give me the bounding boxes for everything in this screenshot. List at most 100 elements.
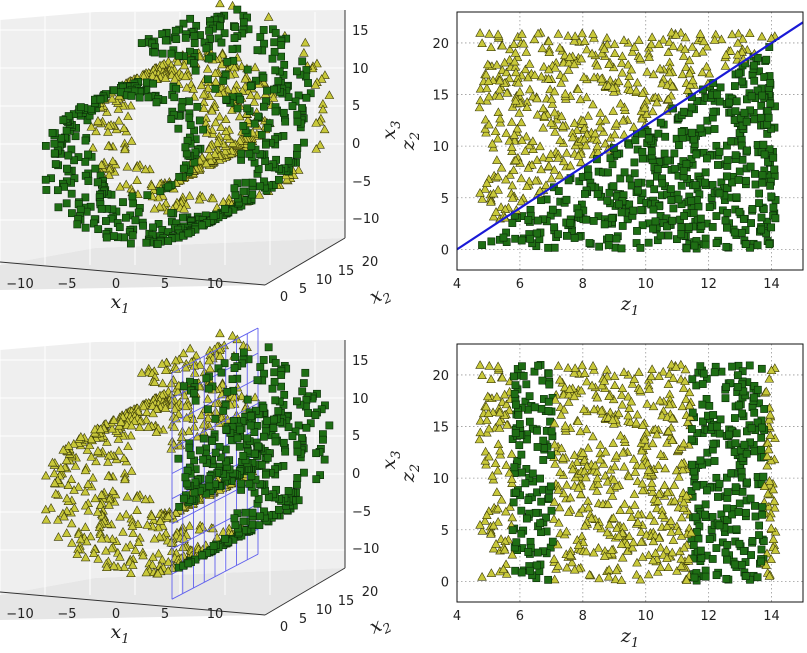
data-point-triangle (529, 70, 540, 79)
data-point-triangle (624, 71, 635, 81)
data-point-square (255, 521, 264, 530)
data-point-triangle (725, 46, 736, 55)
data-point-square (715, 521, 724, 530)
data-point-triangle (549, 165, 560, 174)
data-point-triangle (504, 54, 515, 64)
data-point-square (248, 520, 257, 529)
x2-tick-label: 10 (316, 603, 333, 618)
data-point-square (243, 104, 252, 113)
data-point-triangle (569, 118, 580, 127)
data-point-square (171, 26, 180, 35)
x2-tick-label: 0 (280, 620, 288, 635)
data-point-square (727, 469, 736, 478)
data-point-square (547, 427, 556, 436)
data-point-triangle (546, 94, 557, 103)
data-point-square (128, 192, 137, 201)
data-point-square (731, 414, 739, 422)
data-point-square (757, 225, 766, 234)
data-point-triangle (104, 170, 114, 179)
data-point-square (208, 437, 216, 445)
data-point-square (696, 214, 705, 223)
data-point-triangle (319, 124, 330, 134)
y-tick-label: 5 (441, 524, 449, 539)
data-point-square (605, 188, 614, 197)
data-point-square (738, 487, 747, 496)
data-point-square (293, 110, 302, 119)
data-point-square (235, 442, 244, 451)
data-point-square (241, 508, 250, 517)
data-point-triangle (523, 162, 534, 172)
data-point-triangle (720, 61, 731, 70)
x-tick-label: 8 (579, 277, 587, 292)
x2-tick-label: 5 (299, 282, 307, 297)
data-point-triangle (316, 74, 327, 83)
data-point-square (725, 430, 733, 439)
data-point-square (522, 380, 531, 389)
data-point-square (510, 389, 519, 398)
data-point-square (50, 139, 59, 148)
data-point-square (757, 364, 766, 373)
data-point-triangle (522, 181, 532, 191)
data-point-square (688, 408, 697, 417)
data-point-square (755, 199, 763, 207)
data-point-square (184, 559, 193, 568)
data-point-triangle (520, 64, 531, 74)
data-point-triangle (499, 57, 510, 67)
data-point-square (584, 171, 593, 180)
data-point-triangle (88, 142, 98, 152)
y-axis-label-text: z2 (397, 464, 423, 483)
data-point-square (658, 179, 667, 188)
x1-axis-label-text: x1 (111, 291, 130, 317)
data-point-square (205, 26, 214, 35)
data-point-square (517, 236, 526, 245)
x2-tick-label: 15 (338, 264, 355, 279)
y-tick-label: 15 (432, 89, 449, 104)
data-point-square (682, 244, 691, 253)
data-point-triangle (581, 92, 592, 102)
data-point-square (517, 529, 526, 538)
data-point-square (664, 231, 673, 240)
data-point-square (753, 385, 762, 394)
data-point-square (264, 343, 273, 352)
data-point-square (487, 237, 496, 246)
data-point-square (533, 548, 542, 557)
data-point-triangle (623, 78, 633, 88)
data-point-triangle (563, 65, 574, 74)
data-point-triangle (180, 71, 191, 81)
data-point-triangle (549, 107, 560, 117)
data-point-triangle (546, 173, 557, 183)
x3-tick-label: 0 (352, 137, 360, 152)
data-point-square (320, 455, 329, 464)
data-point-square (733, 371, 742, 380)
data-point-triangle (299, 47, 309, 57)
data-point-square (753, 241, 762, 250)
data-point-square (758, 510, 767, 519)
data-point-square (677, 230, 686, 239)
data-point-triangle (677, 69, 688, 79)
data-point-triangle (737, 34, 748, 43)
data-point-square (243, 65, 252, 74)
data-point-square (738, 77, 747, 86)
x1-tick-label: 5 (161, 607, 169, 622)
data-point-square (279, 438, 288, 447)
data-point-triangle (203, 83, 213, 93)
data-point-triangle (516, 173, 527, 183)
data-point-square (54, 203, 63, 212)
x3-tick-label: 0 (352, 467, 360, 482)
x3-axis-label: x3 (378, 121, 404, 140)
x1-tick-label: 10 (207, 607, 224, 622)
data-point-triangle (475, 95, 486, 105)
data-point-square (275, 175, 283, 184)
data-point-square (757, 545, 766, 554)
data-point-square (209, 212, 218, 220)
data-point-square (701, 510, 710, 519)
data-point-square (48, 128, 57, 137)
data-point-square (550, 243, 559, 252)
x-axis-label: z1 (620, 293, 639, 319)
data-point-square (721, 394, 730, 403)
data-point-square (747, 424, 756, 433)
data-point-square (217, 368, 226, 377)
data-point-triangle (114, 115, 124, 125)
data-point-triangle (477, 193, 488, 203)
